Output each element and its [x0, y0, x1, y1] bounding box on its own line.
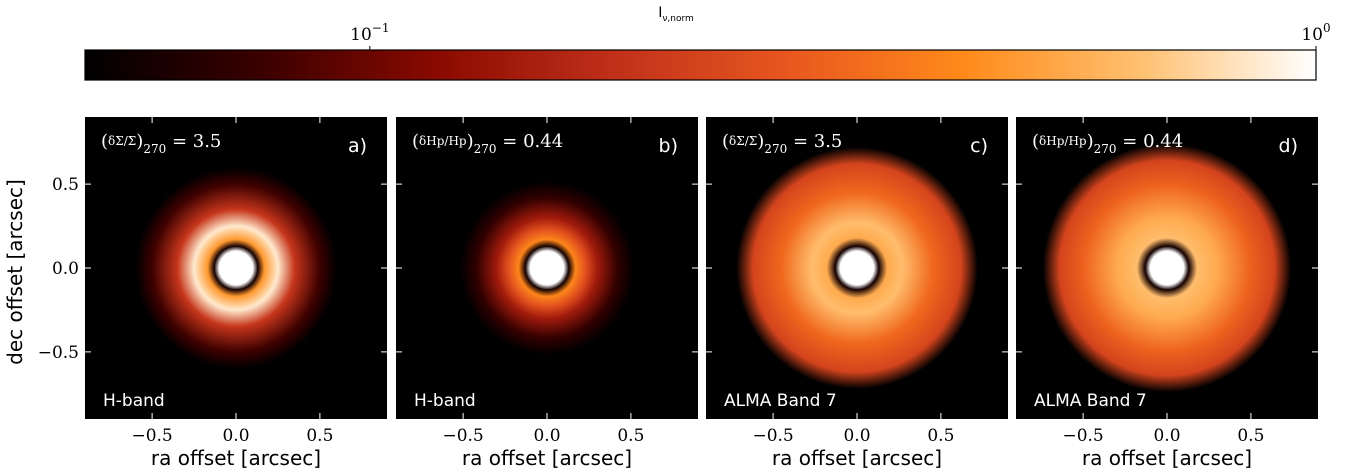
annotation-value: 0.44 — [1143, 131, 1183, 152]
x-axis-label: ra offset [arcsec] — [151, 446, 321, 470]
annotation-label: (δΣ/Σ)270 = 3.5 — [101, 131, 221, 156]
colorbar-tick-exponent: −1 — [372, 21, 390, 35]
colorbar-tick-label: 10−1 — [350, 21, 389, 45]
panel-label: a) — [348, 135, 367, 157]
colorbar-tick-exponent: 0 — [1323, 21, 1331, 35]
annotation-label: (δHp/Hp)270 = 0.44 — [1032, 131, 1183, 156]
x-tick-label: 0.5 — [1237, 426, 1264, 446]
x-axis-label: ra offset [arcsec] — [462, 446, 632, 470]
colorbar-tick-base: 10 — [350, 25, 372, 45]
colorbar-label-main: I — [658, 5, 662, 21]
annotation-value: 3.5 — [814, 131, 843, 152]
annotation-value: 0.44 — [523, 131, 563, 152]
panel-a: (δΣ/Σ)270 = 3.5 a) H-band −0.5 0.0 0.5 0.5 0.0 −… — [38, 117, 387, 470]
colorbar-tick-label: 100 — [1301, 21, 1330, 45]
band-label: ALMA Band 7 — [1034, 391, 1147, 411]
x-tick-label: 0.5 — [927, 426, 954, 446]
x-axis-label: ra offset [arcsec] — [1082, 446, 1252, 470]
panel-c: (δΣ/Σ)270 = 3.5 c) ALMA Band 7 −0.5 0.0 0.5ra… — [706, 117, 1008, 470]
x-tick-label: 0.5 — [617, 426, 644, 446]
annotation-subscript: 270 — [143, 142, 166, 156]
x-tick-label: 0.5 — [306, 426, 333, 446]
x-axis-label: ra offset [arcsec] — [772, 446, 942, 470]
annotation-label: (δΣ/Σ)270 = 3.5 — [722, 131, 842, 156]
colorbar-label-sub: ν,norm — [662, 14, 693, 24]
y-tick-label: 0.5 — [52, 175, 79, 195]
band-label: H-band — [414, 391, 476, 411]
disk-image — [1042, 143, 1292, 393]
annotation-value: 3.5 — [193, 131, 222, 152]
x-tick-label: 0.0 — [533, 426, 560, 446]
disk-image — [736, 147, 978, 389]
panel-label: b) — [659, 135, 678, 157]
colorbar-gradient — [84, 49, 1317, 81]
annotation-subscript: 270 — [1094, 142, 1117, 156]
annotation-subscript: 270 — [764, 142, 787, 156]
panel-d: (δHp/Hp)270 = 0.44 d) ALMA Band 7 −0.5 0.0 0.… — [1016, 117, 1318, 470]
x-tick-label: 0.0 — [843, 426, 870, 446]
panel-label: c) — [970, 135, 988, 157]
panel-label: d) — [1279, 135, 1298, 157]
disk-image — [135, 167, 337, 369]
x-tick-label: 0.0 — [222, 426, 249, 446]
colorbar-ticks: 10−1 100 — [350, 21, 1331, 50]
y-axis-label: dec offset [arcsec] — [3, 179, 27, 365]
panels: (δΣ/Σ)270 = 3.5 a) H-band −0.5 0.0 0.5 0.5 0.0 −… — [38, 117, 1318, 470]
x-tick-label: −0.5 — [442, 426, 483, 446]
colorbar-tick-base: 10 — [1301, 25, 1323, 45]
annotation-label: (δHp/Hp)270 = 0.44 — [412, 131, 563, 156]
y-tick-label: 0.0 — [52, 259, 79, 279]
annotation-subscript: 270 — [474, 142, 497, 156]
band-label: ALMA Band 7 — [724, 391, 837, 411]
x-tick-label: 0.0 — [1153, 426, 1180, 446]
panel-b: (δHp/Hp)270 = 0.44 b) H-band −0.5 0.0 0.5ra o… — [396, 117, 698, 470]
y-tick-label: −0.5 — [38, 343, 79, 363]
x-tick-label: −0.5 — [1062, 426, 1103, 446]
colorbar-label: Iν,norm — [658, 5, 694, 24]
disk-image — [459, 180, 635, 356]
band-label: H-band — [103, 391, 165, 411]
x-tick-label: −0.5 — [131, 426, 172, 446]
x-tick-label: −0.5 — [752, 426, 793, 446]
colorbar: Iν,norm 10−1 100 — [84, 5, 1331, 81]
